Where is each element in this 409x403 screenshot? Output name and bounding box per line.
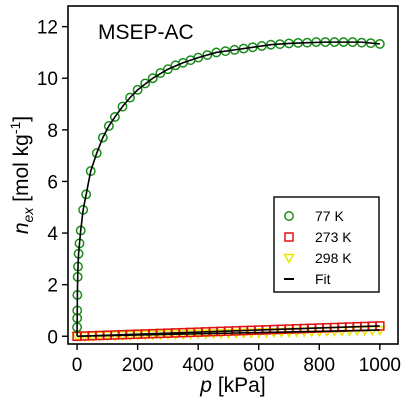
y-axis-close-bracket: ] [10, 116, 33, 122]
y-tick-label: 10 [37, 69, 58, 90]
legend-label-298k: 298 K [315, 250, 352, 266]
y-tick-label: 8 [47, 121, 58, 142]
x-axis-ticks: 0 200 400 600 800 1000 [72, 344, 401, 376]
x-tick-label: 0 [72, 355, 83, 376]
x-tick-label: 1000 [359, 355, 401, 376]
data-point-77k [155, 68, 166, 79]
y-tick-label: 4 [47, 224, 58, 245]
legend-label-fit: Fit [315, 271, 331, 287]
data-point-77k [81, 189, 92, 200]
data-markers [71, 37, 386, 343]
data-point-77k [109, 111, 120, 122]
y-tick-label: 6 [47, 172, 58, 193]
data-point-77k [117, 101, 128, 112]
x-tick-label: 400 [182, 355, 214, 376]
y-axis-symbol: n [10, 222, 33, 234]
fit-line [76, 41, 380, 337]
data-point-77k [193, 52, 204, 63]
data-point-77k [85, 166, 96, 177]
y-axis-unit: [mol kg [10, 134, 33, 208]
data-point-77k [103, 121, 114, 131]
data-point-77k [140, 78, 151, 89]
legend-markers [283, 211, 295, 280]
y-tick-label: 0 [47, 327, 58, 348]
y-axis-subscript: ex [20, 207, 36, 223]
legend-marker [283, 253, 295, 265]
x-tick-label: 800 [303, 355, 335, 376]
legend-label-273k: 273 K [315, 229, 352, 245]
data-point-77k [97, 132, 108, 143]
data-point-77k [125, 92, 136, 103]
fit-line [77, 329, 380, 338]
chart-title: MSEP-AC [98, 21, 194, 44]
data-point-77k [162, 64, 173, 75]
x-axis-label: p [kPa] [199, 374, 265, 397]
legend-marker [284, 211, 294, 221]
plot-frame [67, 5, 399, 345]
x-tick-label: 200 [122, 355, 154, 376]
y-axis-label: nex [mol kg-1] [7, 116, 36, 234]
data-point-77k [91, 148, 102, 159]
data-point-77k [132, 84, 143, 95]
data-point-77k [202, 50, 213, 60]
x-axis-symbol: p [199, 374, 212, 397]
fit-lines [76, 41, 380, 338]
x-tick-label: 600 [243, 355, 275, 376]
y-axis-superscript: -1 [7, 121, 23, 134]
legend-label-77k: 77 K [315, 208, 344, 224]
x-axis-unit: [kPa] [212, 374, 266, 397]
legend-marker [284, 232, 294, 242]
legend: 77 K 273 K 298 K Fit [273, 196, 380, 293]
y-axis-ticks: 0 2 4 6 8 10 12 [37, 18, 68, 348]
data-point-77k [147, 73, 158, 84]
y-tick-label: 2 [47, 276, 58, 297]
y-tick-label: 12 [37, 18, 58, 39]
